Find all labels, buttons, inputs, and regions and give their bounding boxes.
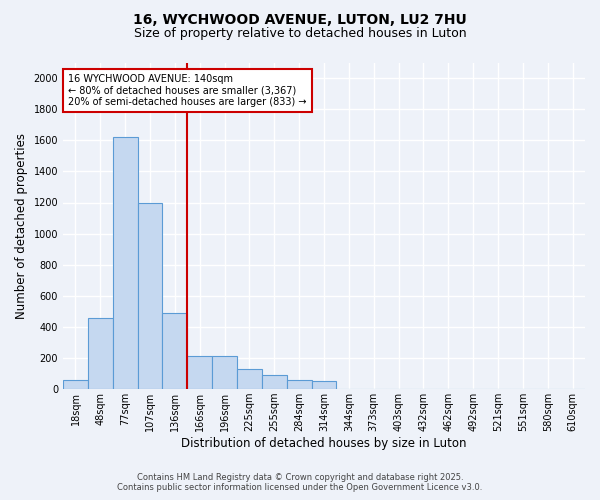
Text: 16 WYCHWOOD AVENUE: 140sqm
← 80% of detached houses are smaller (3,367)
20% of s: 16 WYCHWOOD AVENUE: 140sqm ← 80% of deta… [68, 74, 307, 107]
X-axis label: Distribution of detached houses by size in Luton: Distribution of detached houses by size … [181, 437, 467, 450]
Bar [212, 356, 237, 389]
Bar [311, 382, 337, 389]
Bar [187, 356, 212, 389]
Text: Contains HM Land Registry data © Crown copyright and database right 2025.
Contai: Contains HM Land Registry data © Crown c… [118, 473, 482, 492]
Bar [163, 313, 187, 389]
Bar [88, 318, 113, 389]
Bar [113, 137, 137, 389]
Text: Size of property relative to detached houses in Luton: Size of property relative to detached ho… [134, 28, 466, 40]
Bar [287, 380, 311, 389]
Y-axis label: Number of detached properties: Number of detached properties [15, 133, 28, 319]
Bar [137, 202, 163, 389]
Bar [63, 380, 88, 389]
Bar [262, 375, 287, 389]
Text: 16, WYCHWOOD AVENUE, LUTON, LU2 7HU: 16, WYCHWOOD AVENUE, LUTON, LU2 7HU [133, 12, 467, 26]
Bar [237, 369, 262, 389]
